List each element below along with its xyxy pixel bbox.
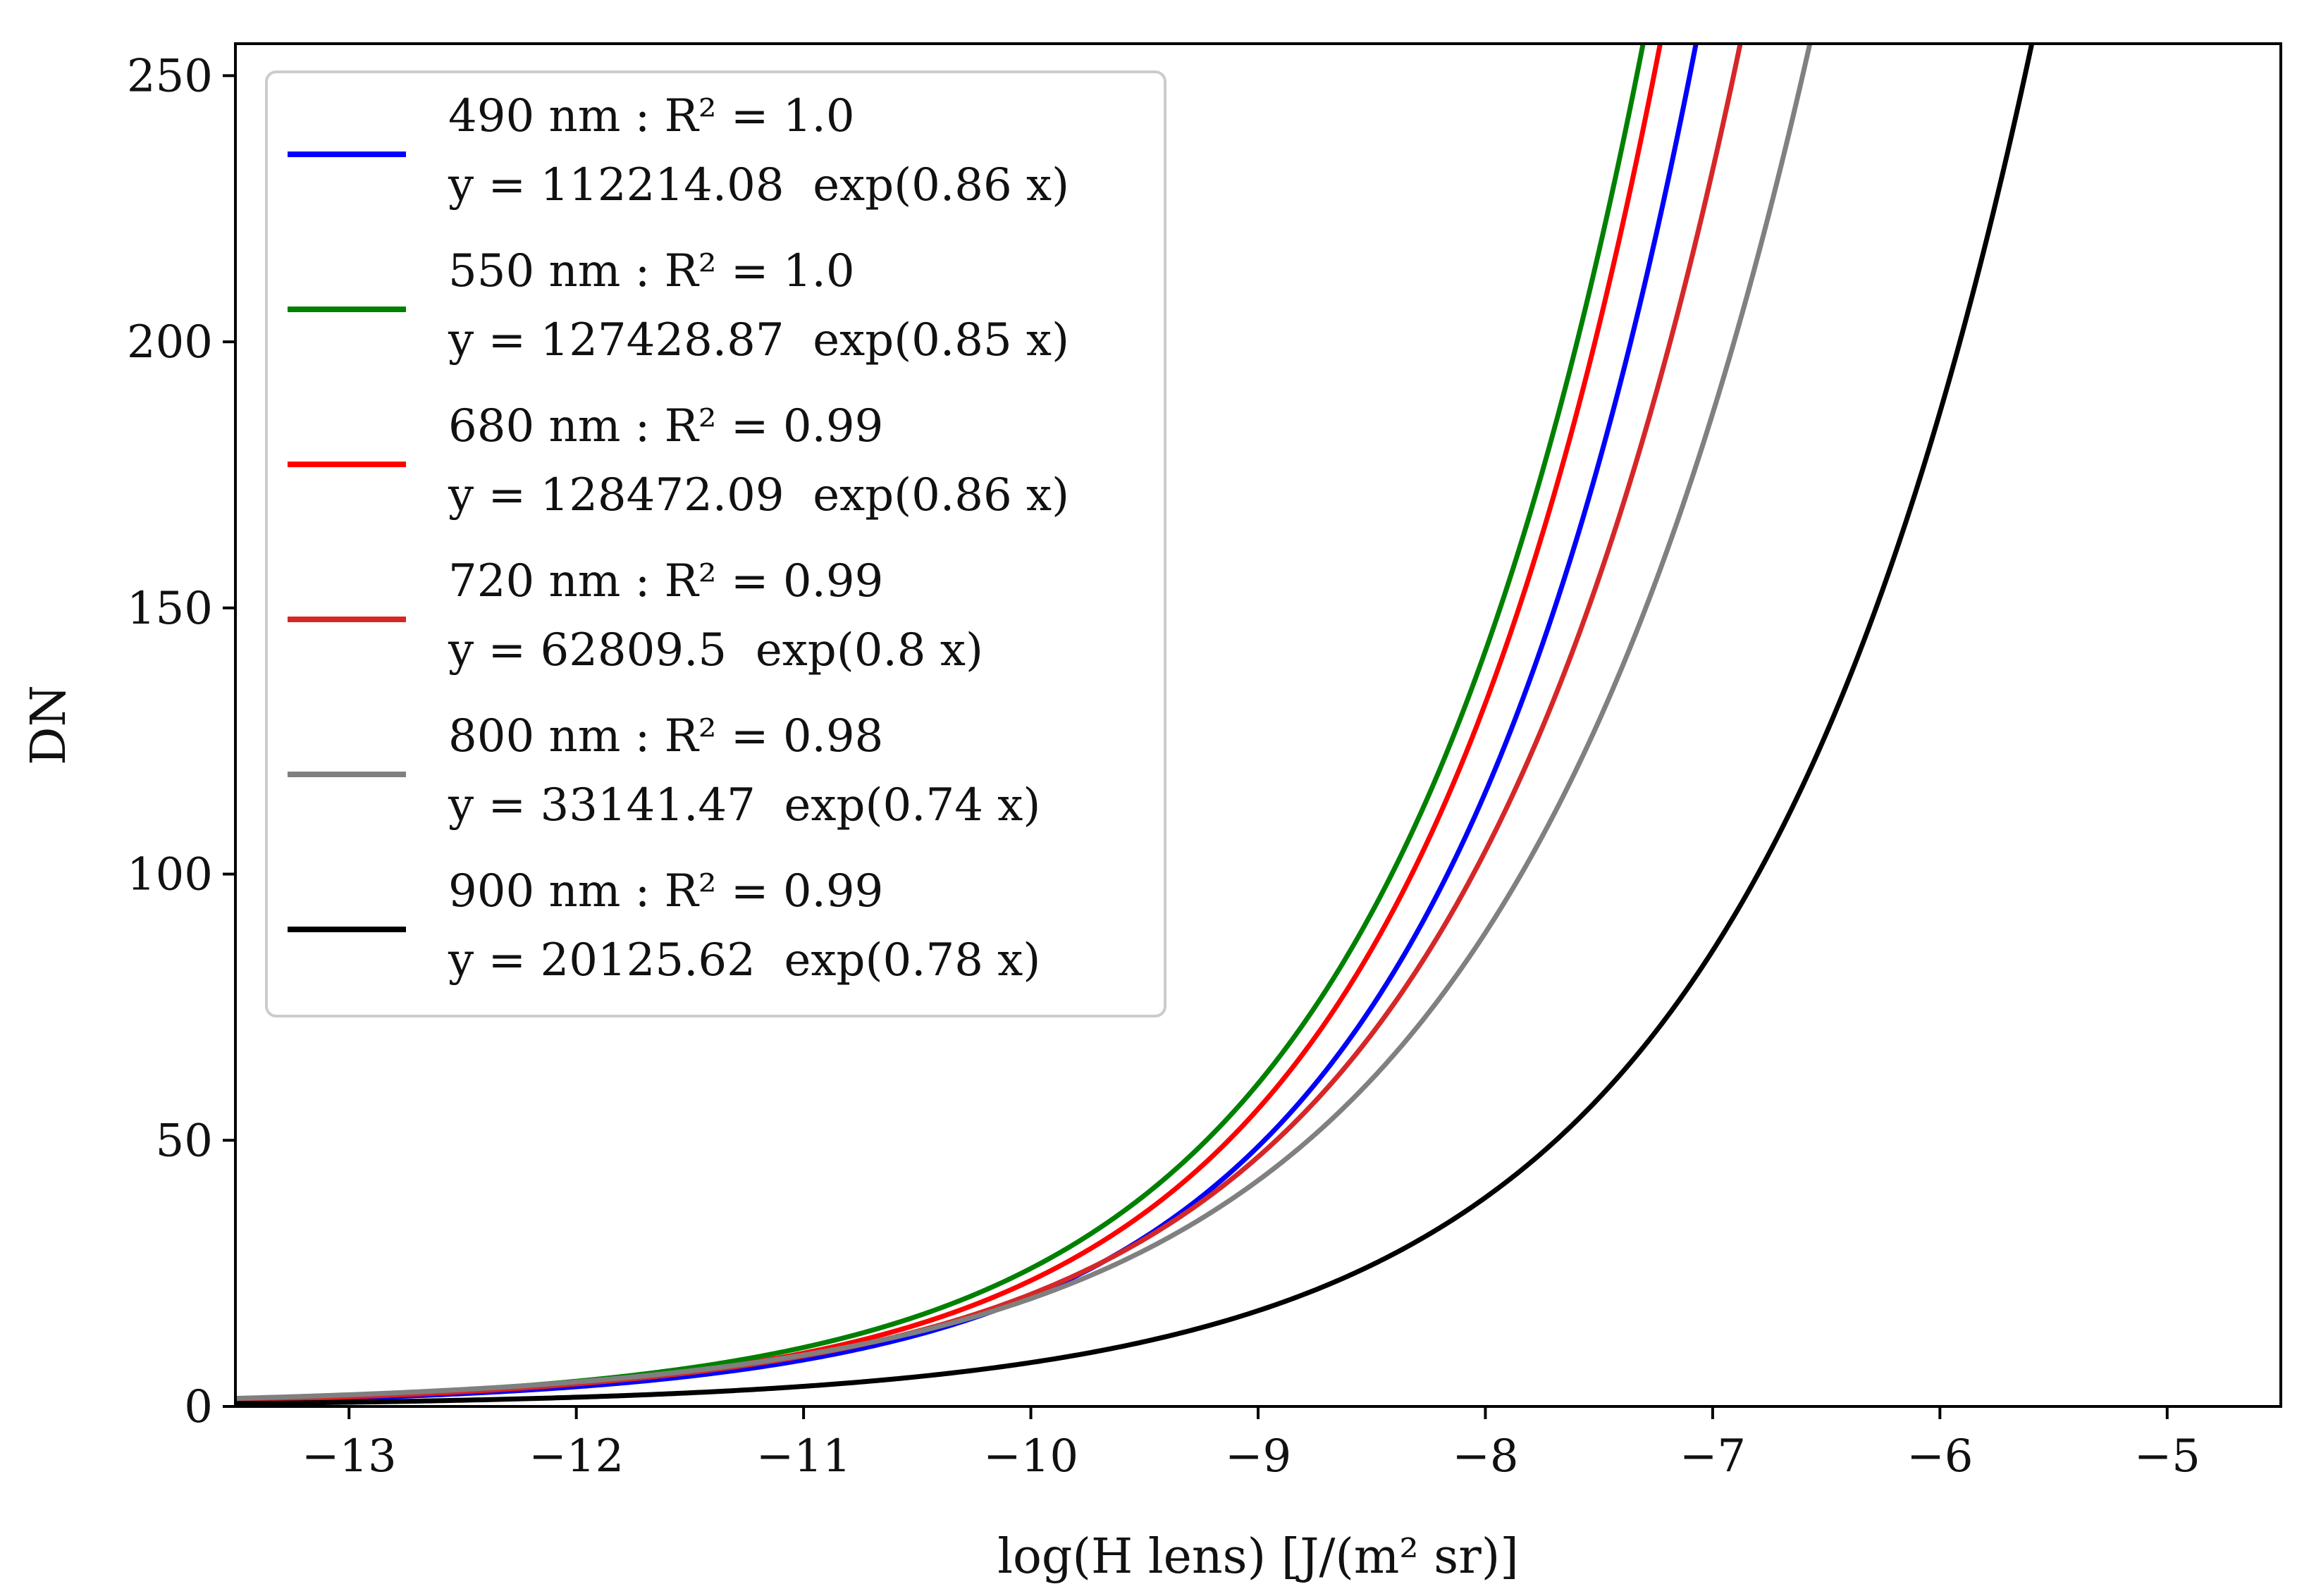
y-tick-label: 200	[127, 316, 213, 369]
x-tick-label: −5	[2134, 1430, 2200, 1483]
y-axis-label: DN	[21, 685, 77, 765]
y-axis: 0 50 100 150 200 250	[127, 50, 235, 1433]
legend-label: 680 nm : R² = 0.99	[448, 400, 883, 452]
legend-equation: y = 33141.47 exp(0.74 x)	[448, 779, 1040, 831]
legend-label: 720 nm : R² = 0.99	[448, 555, 883, 607]
legend-equation: y = 20125.62 exp(0.78 x)	[448, 934, 1040, 986]
legend-box	[265, 70, 1166, 1017]
legend: 490 nm : R² = 1.0 y = 112214.08 exp(0.86 …	[265, 70, 1166, 1017]
x-tick-label: −8	[1452, 1430, 1518, 1483]
legend-equation: y = 112214.08 exp(0.86 x)	[448, 159, 1069, 211]
legend-item: 800 nm : R² = 0.98 y = 33141.47 exp(0.74 …	[288, 710, 1040, 831]
x-tick-label: −11	[756, 1430, 851, 1483]
x-tick-label: −10	[983, 1430, 1078, 1483]
y-tick-label: 150	[127, 583, 213, 635]
y-tick-label: 100	[127, 849, 213, 901]
x-axis-label: log(H lens) [J/(m² sr)]	[997, 1529, 1519, 1585]
legend-label: 550 nm : R² = 1.0	[448, 245, 855, 297]
legend-label: 490 nm : R² = 1.0	[448, 90, 855, 142]
legend-item: 900 nm : R² = 0.99 y = 20125.62 exp(0.78 …	[288, 865, 1040, 986]
legend-equation: y = 128472.09 exp(0.86 x)	[448, 469, 1069, 521]
x-tick-label: −7	[1680, 1430, 1746, 1483]
legend-equation: y = 62809.5 exp(0.8 x)	[448, 624, 983, 676]
legend-item: 720 nm : R² = 0.99 y = 62809.5 exp(0.8 x)	[288, 555, 983, 676]
x-tick-label: −12	[529, 1430, 624, 1483]
legend-item: 550 nm : R² = 1.0 y = 127428.87 exp(0.85 …	[288, 245, 1069, 366]
legend-equation: y = 127428.87 exp(0.85 x)	[448, 314, 1069, 366]
x-tick-label: −13	[302, 1430, 397, 1483]
series-line	[235, 44, 1813, 1402]
y-tick-label: 0	[184, 1381, 213, 1433]
legend-label: 800 nm : R² = 0.98	[448, 710, 883, 762]
x-tick-label: −9	[1225, 1430, 1291, 1483]
series-line	[235, 44, 2035, 1406]
legend-label: 900 nm : R² = 0.99	[448, 865, 883, 917]
y-tick-label: 250	[127, 50, 213, 102]
curves-group	[235, 44, 2035, 1406]
legend-item: 490 nm : R² = 1.0 y = 112214.08 exp(0.86 …	[288, 90, 1069, 211]
y-tick-label: 50	[156, 1115, 213, 1167]
legend-item: 680 nm : R² = 0.99 y = 128472.09 exp(0.86…	[288, 400, 1069, 521]
x-axis: −13 −12 −11 −10 −9 −8 −7 −6 −5	[302, 1406, 2200, 1483]
x-tick-label: −6	[1907, 1430, 1973, 1483]
